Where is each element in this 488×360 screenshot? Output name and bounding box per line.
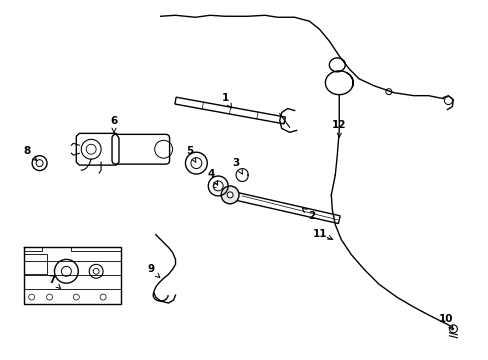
Text: c: c	[212, 181, 217, 190]
Text: 12: 12	[331, 121, 346, 137]
Text: 1: 1	[221, 93, 231, 108]
Text: 5: 5	[185, 146, 195, 162]
Text: 2: 2	[302, 208, 314, 221]
Text: 10: 10	[438, 314, 453, 330]
Text: 6: 6	[110, 116, 118, 132]
Text: 3: 3	[232, 158, 242, 174]
Text: 11: 11	[312, 229, 332, 239]
Text: 8: 8	[23, 146, 37, 161]
Circle shape	[226, 192, 233, 198]
Circle shape	[221, 186, 239, 204]
Text: 9: 9	[147, 264, 160, 278]
Text: 4: 4	[207, 169, 217, 185]
Text: 7: 7	[48, 275, 61, 289]
